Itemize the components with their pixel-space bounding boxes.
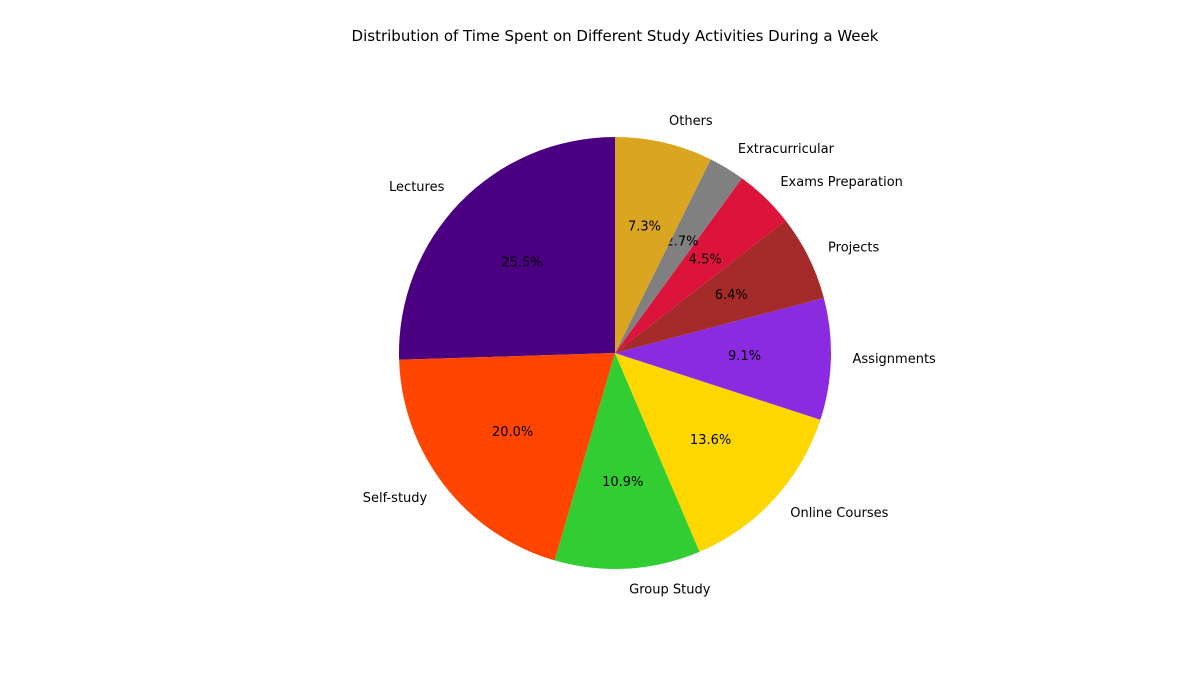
chart-title: Distribution of Time Spent on Different … (351, 27, 879, 45)
pie-slice-exams-preparation (615, 178, 786, 353)
pie-category-label: Others (669, 114, 713, 129)
pie-category-label: Assignments (853, 352, 937, 367)
pie-pct-label: 6.4% (715, 288, 748, 303)
pie-category-label: Online Courses (790, 506, 888, 521)
pie-category-label: Extracurricular (738, 142, 835, 157)
pie-slice-lectures (399, 137, 615, 360)
pie-category-label: Self-study (363, 491, 428, 506)
pie-pct-label: 2.7% (666, 235, 699, 250)
pie-pct-label: 25.5% (501, 255, 542, 270)
pie-category-label: Group Study (629, 583, 711, 598)
pie-pct-label: 7.3% (628, 219, 661, 234)
pie-category-label: Exams Preparation (780, 175, 903, 190)
pie-slice-projects (615, 220, 824, 353)
pie-pct-label: 4.5% (689, 252, 722, 267)
pie-slice-group-study (554, 353, 700, 570)
pie-slice-others (615, 137, 711, 353)
pie-slice-online-courses (615, 353, 821, 552)
pie-pct-label: 9.1% (728, 349, 761, 364)
pie-slice-assignments (615, 297, 832, 420)
pie-pct-label: 10.9% (602, 475, 643, 490)
pie-pct-label: 13.6% (690, 433, 731, 448)
pie-slice-self-study (399, 353, 615, 561)
pie-pct-label: 20.0% (492, 425, 533, 440)
pie-category-label: Lectures (389, 180, 445, 195)
pie-slice-extracurricular (615, 159, 742, 353)
pie-category-label: Projects (828, 240, 879, 255)
